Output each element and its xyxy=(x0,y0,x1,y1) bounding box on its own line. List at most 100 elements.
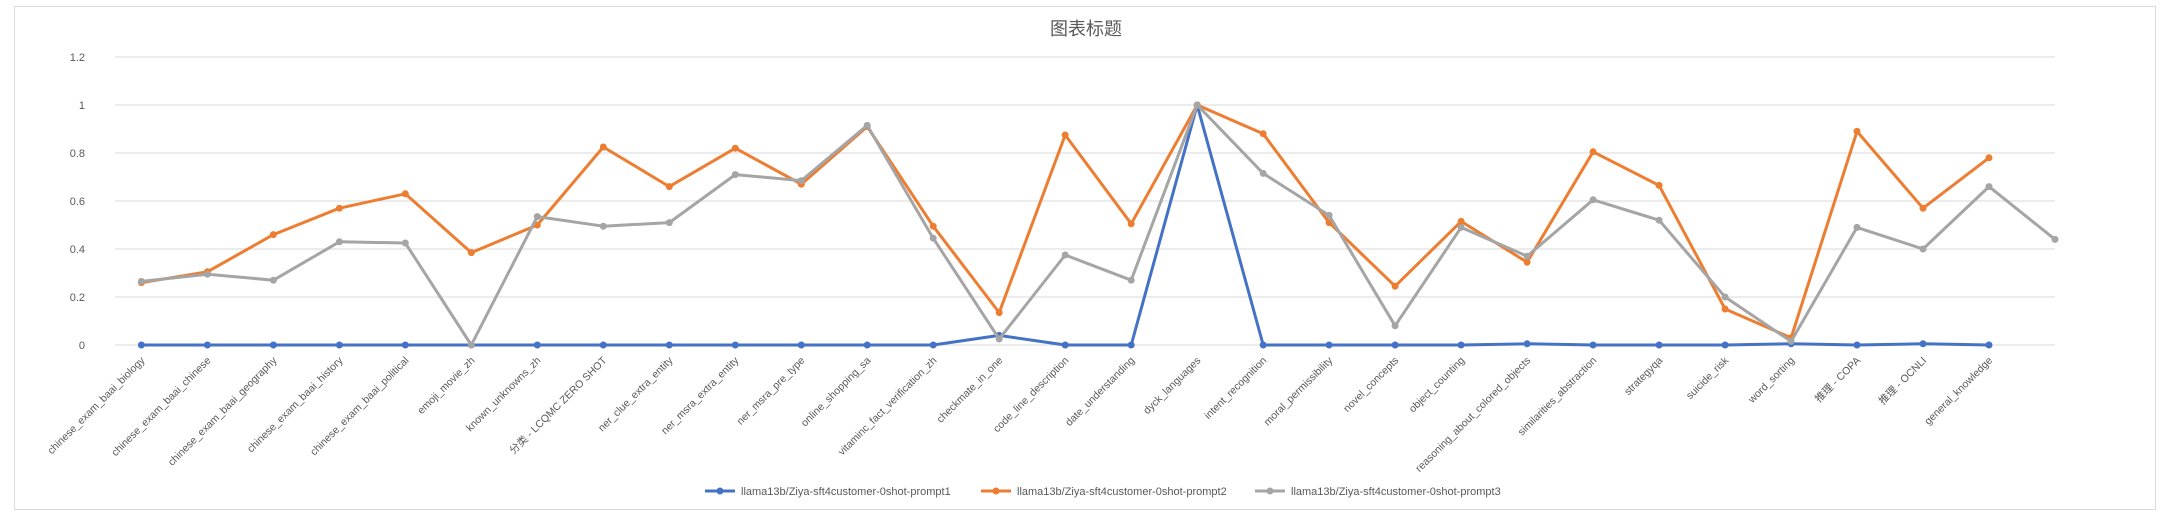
data-point xyxy=(1655,341,1663,349)
legend-label: llama13b/Ziya-sft4customer-0shot-prompt2 xyxy=(1017,486,1227,498)
data-point xyxy=(401,190,409,198)
data-point xyxy=(1655,216,1663,224)
data-point xyxy=(269,276,277,284)
data-point xyxy=(1721,293,1729,301)
data-point xyxy=(1127,276,1135,284)
data-point xyxy=(1325,211,1333,219)
y-tick-label: 0.4 xyxy=(70,244,85,256)
y-tick-label: 0.8 xyxy=(70,148,85,160)
data-point xyxy=(533,341,541,349)
data-point xyxy=(929,234,937,242)
data-point xyxy=(797,177,805,185)
data-point xyxy=(1457,223,1465,231)
data-point xyxy=(1457,341,1465,349)
data-point xyxy=(863,341,871,349)
series-line xyxy=(141,103,1990,347)
legend-swatch-marker xyxy=(992,487,1000,495)
legend-swatch-marker xyxy=(1266,487,1274,495)
data-point xyxy=(1523,258,1531,266)
data-point xyxy=(1391,322,1399,330)
data-point xyxy=(599,143,607,151)
data-point xyxy=(1853,127,1861,135)
x-tick-label: ner_clue_extra_entity xyxy=(596,354,676,434)
data-point xyxy=(533,213,541,221)
legend-label: llama13b/Ziya-sft4customer-0shot-prompt1 xyxy=(741,486,951,498)
x-tick-label: suicide_risk xyxy=(1684,354,1732,402)
data-point xyxy=(401,341,409,349)
x-tick-label: code_line_description xyxy=(991,355,1071,435)
data-point xyxy=(335,341,343,349)
series-2 xyxy=(137,101,1993,342)
legend-item-2[interactable]: llama13b/Ziya-sft4customer-0shot-prompt2 xyxy=(981,486,1227,498)
data-point xyxy=(1127,220,1135,228)
data-point xyxy=(929,341,937,349)
legend-swatch-marker xyxy=(716,487,724,495)
grid-layer xyxy=(115,56,2055,346)
data-point xyxy=(863,121,871,129)
legend-item-1[interactable]: llama13b/Ziya-sft4customer-0shot-prompt1 xyxy=(705,486,951,498)
data-point xyxy=(1655,181,1663,189)
data-point xyxy=(203,341,211,349)
data-point xyxy=(1919,204,1927,212)
x-tick-label: chinese_exam_baai_geography xyxy=(166,354,280,468)
x-tick-label: moral_permissibility xyxy=(1262,354,1336,428)
chart-title: 图表标题 xyxy=(1050,19,1122,39)
data-point xyxy=(995,309,1003,317)
data-point xyxy=(1985,154,1993,162)
data-point xyxy=(1127,341,1135,349)
x-tick-label: strategyqa xyxy=(1622,355,1665,398)
y-axis-ticks: 0 0.2 0.4 0.6 0.8 1 1.2 xyxy=(70,52,85,352)
data-point xyxy=(1919,245,1927,253)
data-point xyxy=(599,222,607,230)
data-point xyxy=(1985,341,1993,349)
data-point xyxy=(995,335,1003,343)
data-point xyxy=(1985,183,1993,191)
data-point xyxy=(2051,235,2059,243)
data-point xyxy=(1853,223,1861,231)
chart-frame: 图表标题 0 0.2 0.4 0.6 0.8 1 1.2 chinese_exam_baai… xyxy=(14,6,2156,510)
x-axis-ticks: chinese_exam_baai_biologychinese_exam_ba… xyxy=(45,354,1995,475)
x-tick-label: online_shopping_sa xyxy=(799,355,874,430)
y-tick-label: 0.2 xyxy=(70,292,85,304)
data-point xyxy=(1061,131,1069,139)
x-tick-label: emoji_movie_zh xyxy=(415,355,477,417)
data-point xyxy=(137,277,145,285)
data-point xyxy=(731,144,739,152)
line-chart: 图表标题 0 0.2 0.4 0.6 0.8 1 1.2 chinese_exam_baai… xyxy=(45,19,2059,498)
x-tick-label: checkmate_in_one xyxy=(935,355,1006,426)
data-point xyxy=(1589,341,1597,349)
data-point xyxy=(1919,340,1927,348)
data-point xyxy=(1325,341,1333,349)
data-point xyxy=(1787,337,1795,345)
data-point xyxy=(599,341,607,349)
series-layer xyxy=(137,101,2059,349)
data-point xyxy=(1853,341,1861,349)
data-point xyxy=(1589,148,1597,156)
data-point xyxy=(731,171,739,179)
data-point xyxy=(335,204,343,212)
legend-item-3[interactable]: llama13b/Ziya-sft4customer-0shot-prompt3 xyxy=(1255,486,1501,498)
x-tick-label: novel_concepts xyxy=(1341,355,1401,415)
data-point xyxy=(1391,282,1399,290)
legend[interactable]: llama13b/Ziya-sft4customer-0shot-prompt1… xyxy=(705,486,1501,498)
data-point xyxy=(929,222,937,230)
x-tick-label: 推理 - OCNLI xyxy=(1876,354,1929,407)
x-tick-label: 推理 - COPA xyxy=(1812,354,1863,405)
data-point xyxy=(203,270,211,278)
x-tick-label: intent_recognition xyxy=(1202,355,1269,422)
data-point xyxy=(269,341,277,349)
data-point xyxy=(1457,217,1465,225)
data-point xyxy=(1259,341,1267,349)
x-tick-label: object_counting xyxy=(1407,355,1468,416)
data-point xyxy=(137,341,145,349)
y-tick-label: 0.6 xyxy=(70,196,85,208)
y-tick-label: 0 xyxy=(79,340,85,352)
data-point xyxy=(467,249,475,257)
data-point xyxy=(665,219,673,227)
y-tick-label: 1 xyxy=(79,100,85,112)
data-point xyxy=(1391,341,1399,349)
data-point xyxy=(1721,341,1729,349)
series-line xyxy=(141,103,1990,340)
x-tick-label: date_understanding xyxy=(1063,355,1137,429)
x-tick-label: dyck_languages xyxy=(1141,355,1203,417)
